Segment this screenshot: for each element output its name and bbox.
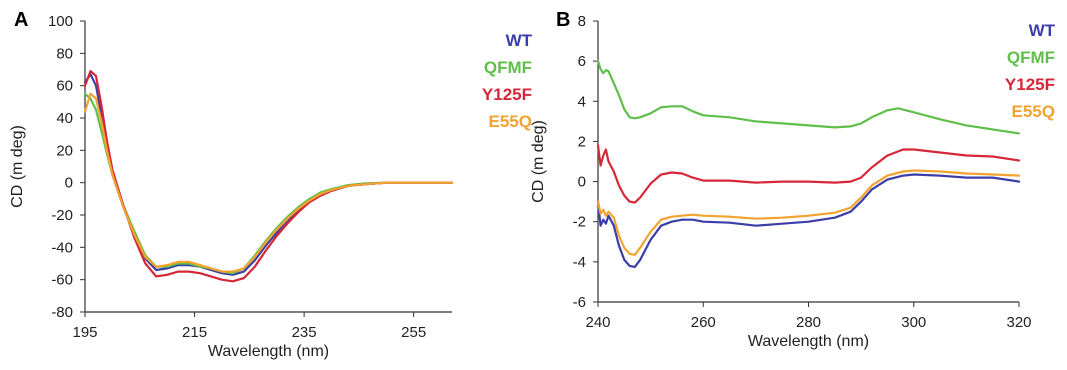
series-line-e55q [83,92,454,273]
y-tick-label: -80 [51,304,73,321]
y-tick-label: 80 [56,45,73,62]
x-tick-label: 260 [691,314,716,331]
panel-label: B [556,9,570,31]
x-tick-label: 280 [796,314,821,331]
x-tick-label: 240 [585,314,610,331]
y-tick-label: -60 [51,272,73,289]
legend-item-wt: WT [506,31,533,50]
y-tick-label: 20 [56,142,73,159]
y-tick-label: -6 [573,294,586,311]
y-tick-label: 6 [578,53,586,70]
x-tick-label: 215 [182,324,207,341]
y-tick-label: -2 [573,214,586,231]
series-line-y125f [596,144,1021,204]
x-axis-title: Wavelength (nm) [208,343,329,360]
panel-label: A [14,9,28,31]
y-tick-label: 8 [578,13,586,30]
legend-item-e55q: E55Q [1012,102,1055,121]
legend-item-y125f: Y125F [1005,75,1055,94]
y-tick-label: -4 [573,254,586,271]
chart-panel-a: A -80 -60 -40 -20 0 20 40 60 80 100 195 215 235 255 Wav… [9,9,533,360]
legend-item-qfmf: QFMF [1007,48,1055,67]
x-tick-label: 320 [1006,314,1031,331]
series-line-wt [596,173,1021,268]
series-line-y125f [83,70,454,283]
x-tick-label: 195 [72,324,97,341]
y-tick-label: 100 [48,13,73,30]
y-tick-label: 2 [578,133,586,150]
chart-panel-b: B -6 -4 -2 0 2 4 6 8 240 260 280 300 320 Wavelength (n… [530,9,1056,350]
y-tick-label: 0 [578,174,586,191]
y-tick-label: -40 [51,239,73,256]
y-tick-label: -20 [51,207,73,224]
legend-item-y125f: Y125F [482,85,532,104]
x-tick-label: 255 [401,324,426,341]
legend-item-qfmf: QFMF [484,58,532,77]
series-line-e55q [596,169,1021,256]
y-tick-label: 60 [56,78,73,95]
legend-item-e55q: E55Q [489,112,532,131]
y-axis-title: CD (m deg) [530,120,547,203]
y-tick-label: 40 [56,110,73,127]
series-line-qfmf [596,60,1021,135]
x-tick-label: 300 [901,314,926,331]
x-tick-label: 235 [292,324,317,341]
y-tick-label: 0 [65,175,73,192]
legend-item-wt: WT [1029,21,1056,40]
y-axis-title: CD (m deg) [9,125,26,208]
x-axis-title: Wavelength (nm) [748,333,869,350]
y-tick-label: 4 [578,93,586,110]
